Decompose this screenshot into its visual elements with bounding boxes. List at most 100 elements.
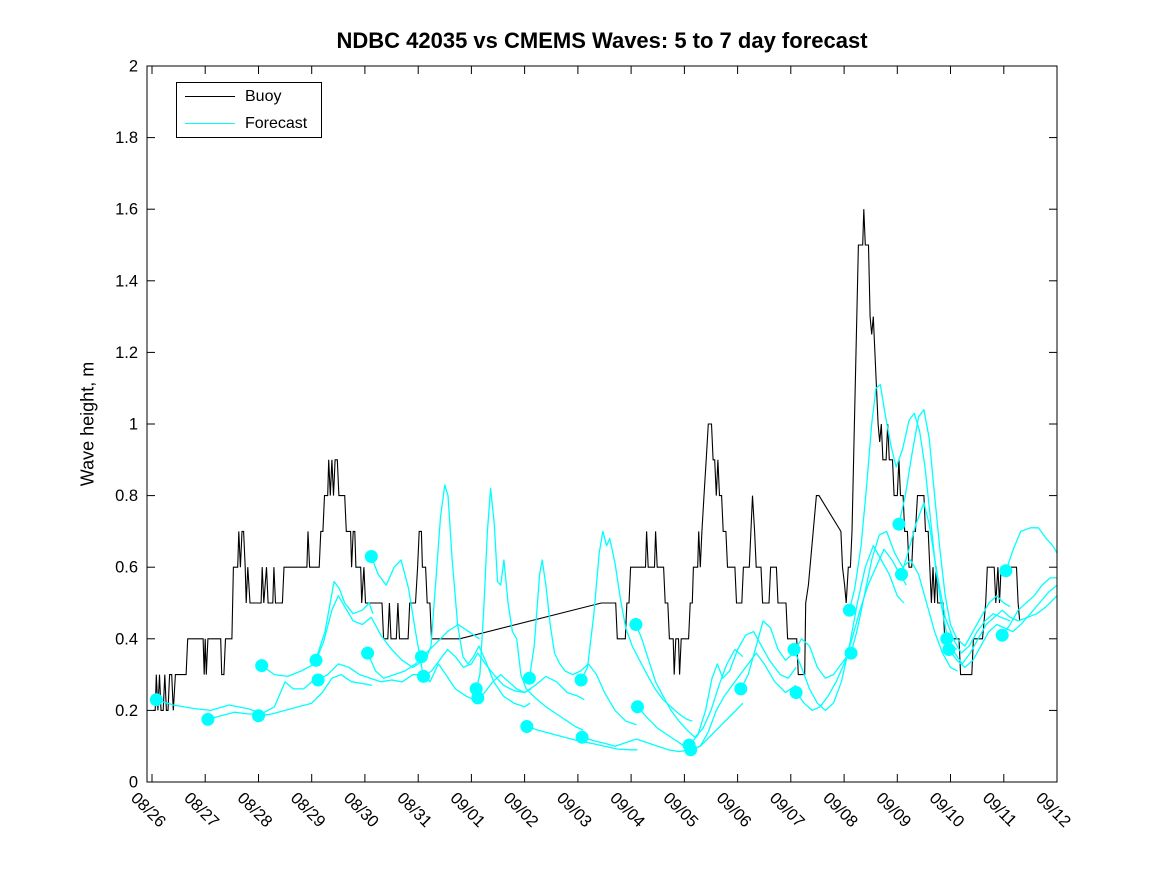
forecast-start-markers [149,517,1013,757]
forecast-start-marker-16 [575,730,589,744]
forecast-start-marker-18 [631,700,644,714]
buoy-line [153,209,1021,711]
forecast-line-run-28 [946,595,1058,665]
forecast-start-marker-31 [999,564,1013,578]
buoy-line-series [153,209,1021,711]
forecast-start-marker-30 [995,628,1009,642]
forecast-start-marker-4 [255,659,269,673]
forecast-start-marker-9 [414,650,428,664]
forecast-start-marker-27 [895,567,908,581]
y-tick-label-0.8: 0.8 [115,487,138,505]
forecast-line-sample [185,123,235,124]
forecast-line-run-19 [688,630,797,746]
legend: Buoy Forecast [176,82,322,138]
x-tick-label-09/04: 09/04 [606,789,648,831]
y-tick-label-0.2: 0.2 [115,702,138,720]
forecast-line-run-5 [315,595,424,669]
y-tick-label-1.4: 1.4 [115,272,138,290]
x-tick-label-08/29: 08/29 [287,789,329,831]
forecast-line-run-24 [848,383,958,651]
forecast-line-run-31 [1005,527,1058,572]
legend-label-forecast: Forecast [245,114,308,132]
forecast-line-run-15 [580,530,693,722]
forecast-line-run-27 [900,502,1011,654]
x-tick-label-09/05: 09/05 [660,789,702,831]
chart-title: NDBC 42035 vs CMEMS Waves: 5 to 7 day fo… [336,28,868,53]
x-ticks [151,66,1058,782]
x-tick-label-09/01: 09/01 [447,789,489,831]
x-tick-label-09/08: 09/08 [819,789,861,831]
y-tick-label-0.4: 0.4 [115,630,138,648]
forecast-line-run-22 [793,545,905,712]
x-tick-label-08/26: 08/26 [127,789,169,831]
plot-box [146,65,1058,783]
axes-frame [146,65,1058,783]
x-tick-label-09/03: 09/03 [553,789,595,831]
legend-row-buoy: Buoy [177,83,321,110]
y-tick-labels: 0 0.2 0.4 0.6 0.8 1 1.2 1.4 1.6 1.8 2 [115,58,138,792]
forecast-line-run-29 [948,584,1058,669]
forecast-line-run-4 [261,580,374,678]
y-tick-label-1: 1 [129,416,138,434]
forecast-start-marker-29 [942,643,956,656]
y-tick-label-1.8: 1.8 [115,129,138,147]
forecast-line-run-16 [581,736,690,753]
forecast-line-run-11 [475,487,584,731]
forecast-start-marker-17 [629,618,643,631]
forecast-start-marker-23 [789,686,803,699]
x-tick-label-08/27: 08/27 [180,789,222,831]
forecast-line-run-14 [528,559,637,726]
forecast-line-run-3 [258,673,373,717]
forecast-start-marker-7 [361,646,375,660]
forecast-start-marker-28 [940,632,954,646]
forecast-start-marker-25 [844,646,858,660]
forecast-start-marker-21 [734,682,748,696]
forecast-line-run-9 [420,484,531,708]
forecast-start-marker-1 [149,693,163,707]
forecast-start-marker-22 [787,643,801,656]
forecast-start-marker-6 [311,673,325,687]
buoy-line-sample [185,96,235,97]
forecast-start-marker-20 [684,743,698,757]
forecast-line-run-12 [477,673,585,701]
forecast-line-run-26 [898,409,1011,647]
x-tick-label-09/10: 09/10 [926,789,968,831]
forecast-start-marker-5 [309,653,323,667]
forecast-start-marker-26 [892,517,906,531]
x-tick-label-09/06: 09/06 [713,789,755,831]
forecast-start-marker-12 [471,691,485,705]
x-tick-label-08/28: 08/28 [234,789,276,831]
y-tick-label-0: 0 [129,774,138,792]
forecast-line-run-23 [795,548,907,712]
forecast-line-series [156,383,1058,753]
y-axis-label: Wave height, m [77,361,98,487]
x-tick-label-09/09: 09/09 [872,789,914,831]
x-tick-label-08/31: 08/31 [393,789,435,831]
y-tick-label-2: 2 [129,58,138,76]
forecast-line-run-2 [207,681,319,721]
y-tick-label-1.6: 1.6 [115,201,138,219]
forecast-line-run-25 [850,530,958,672]
x-tick-label-09/02: 09/02 [500,789,542,831]
x-tick-labels: 08/26 08/27 08/28 08/29 08/30 08/31 09/01 09/02… [127,789,1074,831]
forecast-line-run-20 [690,652,797,751]
forecast-start-marker-15 [574,673,588,687]
x-tick-label-09/12: 09/12 [1032,789,1074,831]
forecast-line-run-30 [1001,577,1057,636]
legend-label-buoy: Buoy [245,87,282,105]
x-tick-label-09/07: 09/07 [766,789,808,831]
forecast-start-marker-13 [520,720,534,733]
y-ticks [147,65,1057,783]
forecast-line-run-10 [423,648,532,694]
x-tick-label-09/11: 09/11 [979,789,1020,830]
forecast-start-marker-10 [417,669,430,683]
forecast-start-marker-3 [252,709,265,723]
x-tick-label-08/30: 08/30 [340,789,382,831]
forecast-start-marker-24 [842,603,856,617]
y-tick-label-0.6: 0.6 [115,559,138,577]
y-tick-label-1.2: 1.2 [115,344,138,362]
forecast-start-marker-8 [364,550,378,563]
forecast-line-run-17 [635,624,744,738]
